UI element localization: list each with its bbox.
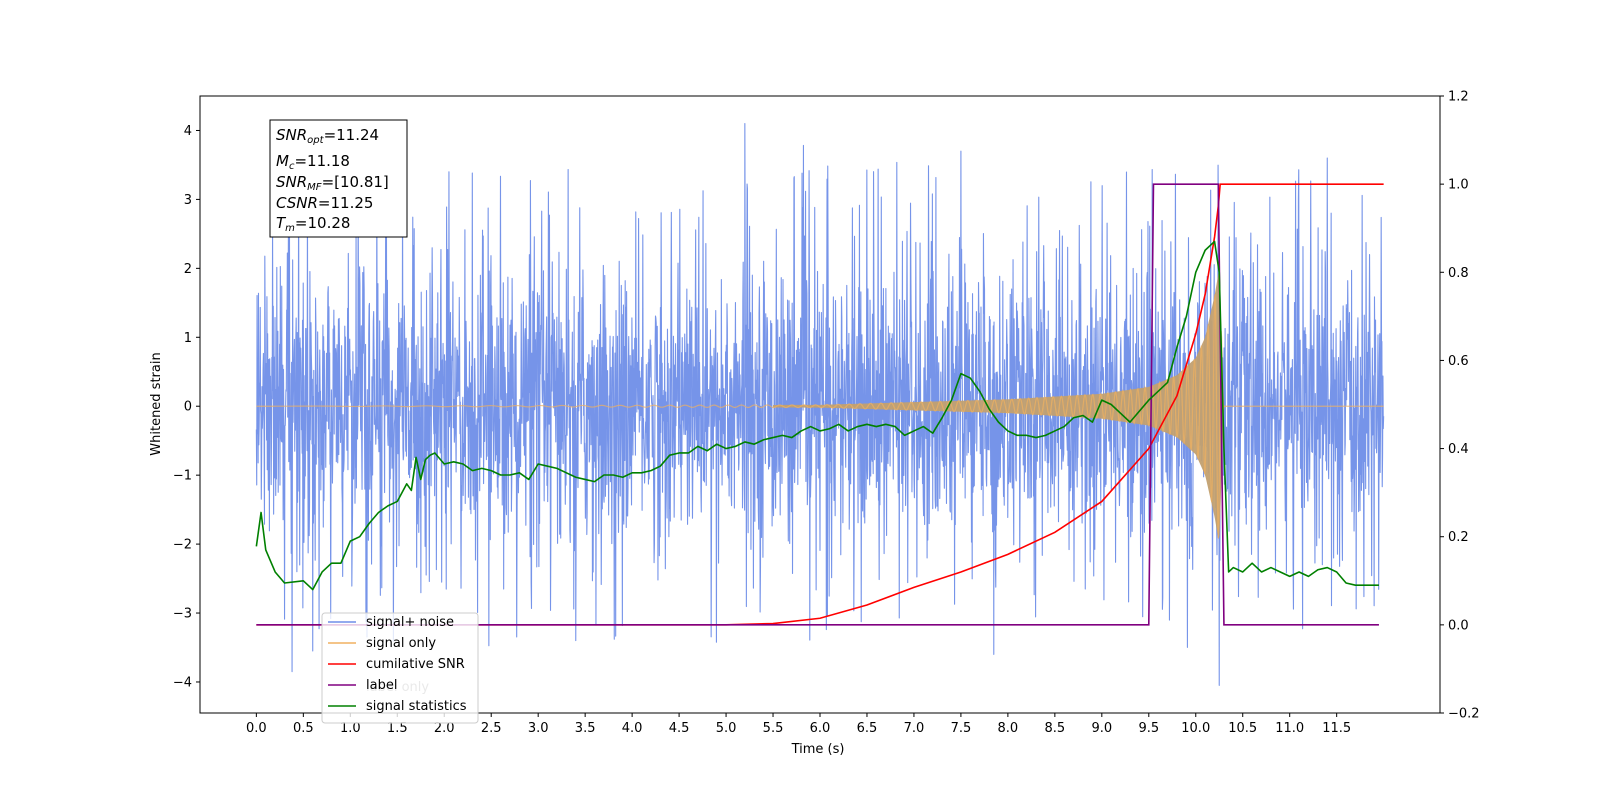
- x-tick-label: 6.5: [857, 721, 878, 736]
- x-tick-label: 1.0: [340, 721, 361, 736]
- legend-label: label: [366, 678, 397, 693]
- x-tick-label: 4.5: [669, 721, 690, 736]
- y-axis-label: Whitened strain: [149, 352, 164, 455]
- legend-label: signal only: [366, 636, 436, 651]
- cumulative-snr-line: [256, 183, 1384, 626]
- y-tick-label: 3: [184, 193, 192, 208]
- x-tick-label: 7.0: [904, 721, 925, 736]
- x-tick-label: 8.5: [1045, 721, 1066, 736]
- x-tick-label: 0.5: [293, 721, 314, 736]
- annotation-snr-opt: SNRopt=11.24: [276, 126, 379, 146]
- annotation-tm: Tm=10.28: [276, 214, 350, 234]
- x-tick-label: 0.0: [246, 721, 267, 736]
- y-axis-right: 1.2 1.0 0.8 0.6 0.4 0.2 0.0 −0.2: [1440, 90, 1480, 722]
- cumulative-snr-series: [256, 183, 1384, 626]
- annotation-frame: [269, 119, 408, 238]
- y-tick-label: 1: [184, 331, 192, 346]
- x-axis-label: Time (s): [791, 742, 845, 757]
- y2-tick-label: −0.2: [1448, 707, 1480, 722]
- y-tick-label: −3: [173, 607, 192, 622]
- legend: label only signal+ noise signal only cumila…: [321, 612, 479, 724]
- y-axis-left: 4 3 2 1 0 −1 −2 −3 −4: [173, 124, 200, 690]
- y2-tick-label: 0.2: [1448, 530, 1469, 545]
- y-tick-label: 0: [184, 400, 192, 415]
- x-tick-label: 6.0: [810, 721, 831, 736]
- legend-label: signal statistics: [366, 699, 467, 714]
- x-tick-label: 10.5: [1228, 721, 1257, 736]
- y-tick-label: −4: [173, 675, 192, 690]
- y2-tick-label: 0.8: [1448, 266, 1469, 281]
- x-tick-label: 2.5: [481, 721, 502, 736]
- annotation-box: SNRopt=11.24 Mc=11.18 SNRMF=[10.81] CSNR…: [269, 119, 408, 238]
- x-tick-label: 10.0: [1181, 721, 1210, 736]
- legend-label: cumilative SNR: [366, 657, 465, 672]
- x-tick-label: 5.0: [716, 721, 737, 736]
- annotation-csnr: CSNR=11.25: [276, 194, 373, 212]
- y2-tick-label: 0.4: [1448, 442, 1469, 457]
- legend-label-hidden: label only: [366, 680, 429, 695]
- legend-label: signal+ noise: [366, 615, 454, 630]
- x-tick-label: 9.0: [1091, 721, 1112, 736]
- x-tick-label: 5.5: [763, 721, 784, 736]
- y2-tick-label: 1.2: [1448, 90, 1469, 105]
- y-tick-label: 4: [184, 124, 192, 139]
- x-tick-label: 11.0: [1275, 721, 1304, 736]
- annotation-mc: Mc=11.18: [276, 152, 350, 172]
- x-tick-label: 9.5: [1138, 721, 1159, 736]
- signal-only-line: [256, 294, 1384, 539]
- signal-statistics-series: [255, 240, 1379, 591]
- x-tick-label: 11.5: [1322, 721, 1351, 736]
- x-axis: 0.0 0.5 1.0 1.5 2.0 2.5 3.0 3.5 4.0 4.5 5.0 5.5 6.0 6…: [246, 713, 1351, 736]
- x-tick-label: 1.5: [387, 721, 408, 736]
- x-tick-label: 7.5: [951, 721, 972, 736]
- y-tick-label: −1: [173, 469, 192, 484]
- x-tick-label: 4.0: [622, 721, 643, 736]
- annotation-snr-mf: SNRMF=[10.81]: [276, 173, 389, 193]
- x-tick-label: 2.0: [434, 721, 455, 736]
- x-tick-label: 3.5: [575, 721, 596, 736]
- y-tick-label: −2: [173, 538, 192, 553]
- label-line: [256, 183, 1379, 626]
- plot-area: [255, 123, 1385, 686]
- x-tick-label: 8.0: [998, 721, 1019, 736]
- y-tick-label: 2: [184, 262, 192, 277]
- signal-only-series: [256, 273, 1384, 540]
- legend-frame: [321, 612, 479, 724]
- label-series: [256, 183, 1379, 626]
- x-tick-label: 3.0: [528, 721, 549, 736]
- signal-statistics-line: [255, 240, 1379, 591]
- y2-tick-label: 1.0: [1448, 178, 1469, 193]
- y2-tick-label: 0.6: [1448, 354, 1469, 369]
- y2-tick-label: 0.0: [1448, 618, 1469, 633]
